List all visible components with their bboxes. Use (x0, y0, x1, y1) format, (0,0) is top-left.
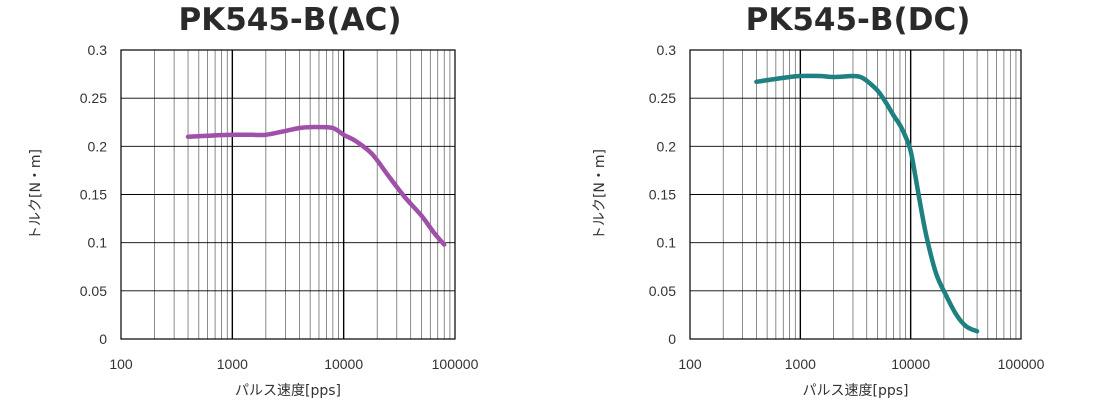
x-tick-label: 10000 (891, 356, 930, 372)
y-tick-label: 0.1 (88, 235, 108, 251)
chart-1: 0 0.05 0.1 0.15 0.2 0.25 0.3 100 1000 10000 100000… (28, 2, 479, 399)
x-axis-label: パルス速度[pps] (235, 383, 341, 399)
x-tick-label: 100 (678, 356, 702, 372)
plot-frame (120, 49, 456, 340)
y-tick-label: 0.3 (88, 42, 108, 58)
y-tick-label: 0 (668, 331, 676, 347)
y-tick-label: 0.1 (657, 235, 677, 251)
x-tick-label: 10000 (324, 356, 363, 372)
x-tick-label: 1000 (217, 356, 248, 372)
chart-title: PK545-B(DC) (746, 2, 971, 38)
y-tick-label: 0.25 (649, 90, 676, 106)
plot-frame (689, 49, 1022, 340)
y-tick-label: 0.3 (657, 42, 677, 58)
y-tick-label: 0.15 (649, 187, 676, 203)
x-tick-label: 100 (109, 356, 133, 372)
x-tick-label: 100000 (432, 356, 479, 372)
y-tick-label: 0.05 (649, 283, 676, 299)
y-tick-label: 0.05 (80, 283, 107, 299)
y-tick-label: 0.2 (657, 138, 677, 154)
x-axis-label: パルス速度[pps] (803, 383, 909, 399)
x-tick-label: 1000 (785, 356, 816, 372)
y-tick-label: 0.25 (80, 90, 107, 106)
series-line-1 (185, 124, 447, 247)
y-tick-label: 0.2 (88, 138, 108, 154)
y-tick-label: 0 (99, 331, 107, 347)
y-axis-label: トルク[N・m] (592, 149, 608, 240)
chart-title: PK545-B(AC) (178, 2, 401, 38)
y-tick-label: 0.15 (80, 187, 107, 203)
y-axis-label: トルク[N・m] (28, 149, 44, 240)
series-line-1 (754, 73, 980, 334)
x-tick-label: 100000 (998, 356, 1045, 372)
chart-2: 0 0.05 0.1 0.15 0.2 0.25 0.3 100 1000 10000 100000… (592, 2, 1045, 399)
